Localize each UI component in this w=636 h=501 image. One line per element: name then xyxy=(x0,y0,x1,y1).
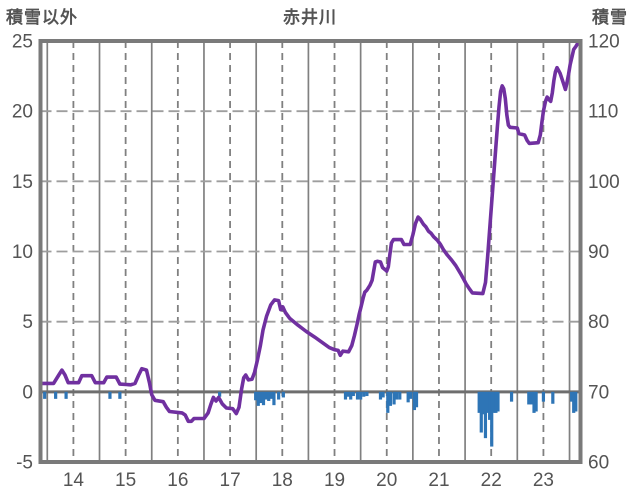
tick-label: 60 xyxy=(588,453,609,474)
tick-label: 23 xyxy=(533,470,554,491)
plot-frame xyxy=(38,39,583,464)
line-series xyxy=(38,39,583,424)
bar xyxy=(483,391,488,439)
tick-label: 17 xyxy=(220,470,241,491)
bar xyxy=(570,391,574,402)
tick-label: 0 xyxy=(22,382,33,403)
bar xyxy=(398,391,402,400)
left-axis-title: 積雪以外 xyxy=(6,8,78,27)
tick-label: 16 xyxy=(167,470,188,491)
bar xyxy=(529,391,534,405)
bar xyxy=(269,391,273,399)
bar xyxy=(409,391,413,399)
bar xyxy=(551,391,555,404)
bar xyxy=(64,391,68,399)
bar xyxy=(490,391,494,447)
bar xyxy=(527,391,531,405)
bar xyxy=(359,391,363,400)
tick-label: 14 xyxy=(63,470,85,491)
bar xyxy=(414,391,419,408)
bar xyxy=(355,391,360,400)
chart-title: 赤井川 xyxy=(283,8,337,27)
bar xyxy=(412,391,417,411)
bar xyxy=(485,391,490,413)
bar xyxy=(378,391,383,400)
bar xyxy=(392,391,396,405)
snow-bars-series xyxy=(43,391,578,447)
tick-label: 90 xyxy=(588,242,609,263)
bar xyxy=(381,391,385,398)
bar xyxy=(488,391,492,420)
tick-label: 5 xyxy=(22,312,33,333)
bar xyxy=(496,391,500,412)
bar xyxy=(264,391,268,400)
tick-label: 80 xyxy=(588,312,609,333)
bar xyxy=(281,391,285,398)
bar xyxy=(343,391,348,400)
bar xyxy=(395,391,399,400)
bar xyxy=(267,391,271,401)
bar xyxy=(259,391,263,404)
bar xyxy=(218,391,222,397)
bar xyxy=(534,391,538,412)
bar xyxy=(349,391,353,400)
bar xyxy=(256,391,260,406)
bar xyxy=(254,391,258,401)
tick-label: -5 xyxy=(16,453,33,474)
bar xyxy=(277,391,281,400)
bar xyxy=(272,391,276,406)
bar xyxy=(386,391,390,413)
tick-label: 10 xyxy=(12,242,33,263)
bar xyxy=(43,391,47,399)
bar xyxy=(346,391,350,397)
bar xyxy=(572,391,576,413)
bar xyxy=(365,391,369,397)
tick-label: 20 xyxy=(12,102,33,123)
tick-label: 15 xyxy=(115,470,136,491)
bar xyxy=(479,391,483,433)
bar xyxy=(492,391,496,413)
tick-label: 19 xyxy=(324,470,345,491)
tick-label: 18 xyxy=(272,470,293,491)
tick-label: 110 xyxy=(588,102,618,123)
left-axis-ticks: 25 20 15 10 5 0 -5 xyxy=(12,32,33,474)
tick-label: 15 xyxy=(12,172,33,193)
bar xyxy=(509,391,514,402)
bar xyxy=(481,391,485,415)
bar xyxy=(494,391,498,413)
tick-label: 120 xyxy=(588,32,620,53)
bar xyxy=(541,391,546,402)
bar xyxy=(118,391,122,399)
tick-label: 20 xyxy=(376,470,397,491)
bar xyxy=(351,391,355,397)
tick-label: 100 xyxy=(588,172,620,193)
bar xyxy=(388,391,393,406)
tick-label: 25 xyxy=(12,32,33,53)
tick-label: 70 xyxy=(588,382,609,403)
bar xyxy=(54,391,58,399)
bar xyxy=(532,391,536,413)
tick-label: 22 xyxy=(481,470,502,491)
right-axis-title: 積雪 xyxy=(592,8,628,27)
x-axis-ticks: 14 15 16 17 18 19 20 21 22 23 xyxy=(63,470,554,491)
tick-label: 21 xyxy=(428,470,449,491)
right-axis-ticks: 120 110 100 90 80 70 60 xyxy=(588,32,620,474)
bar xyxy=(261,391,266,406)
bar xyxy=(477,391,481,413)
bar xyxy=(362,391,366,397)
bar xyxy=(574,391,578,412)
bar xyxy=(108,391,112,399)
bar xyxy=(406,391,410,403)
